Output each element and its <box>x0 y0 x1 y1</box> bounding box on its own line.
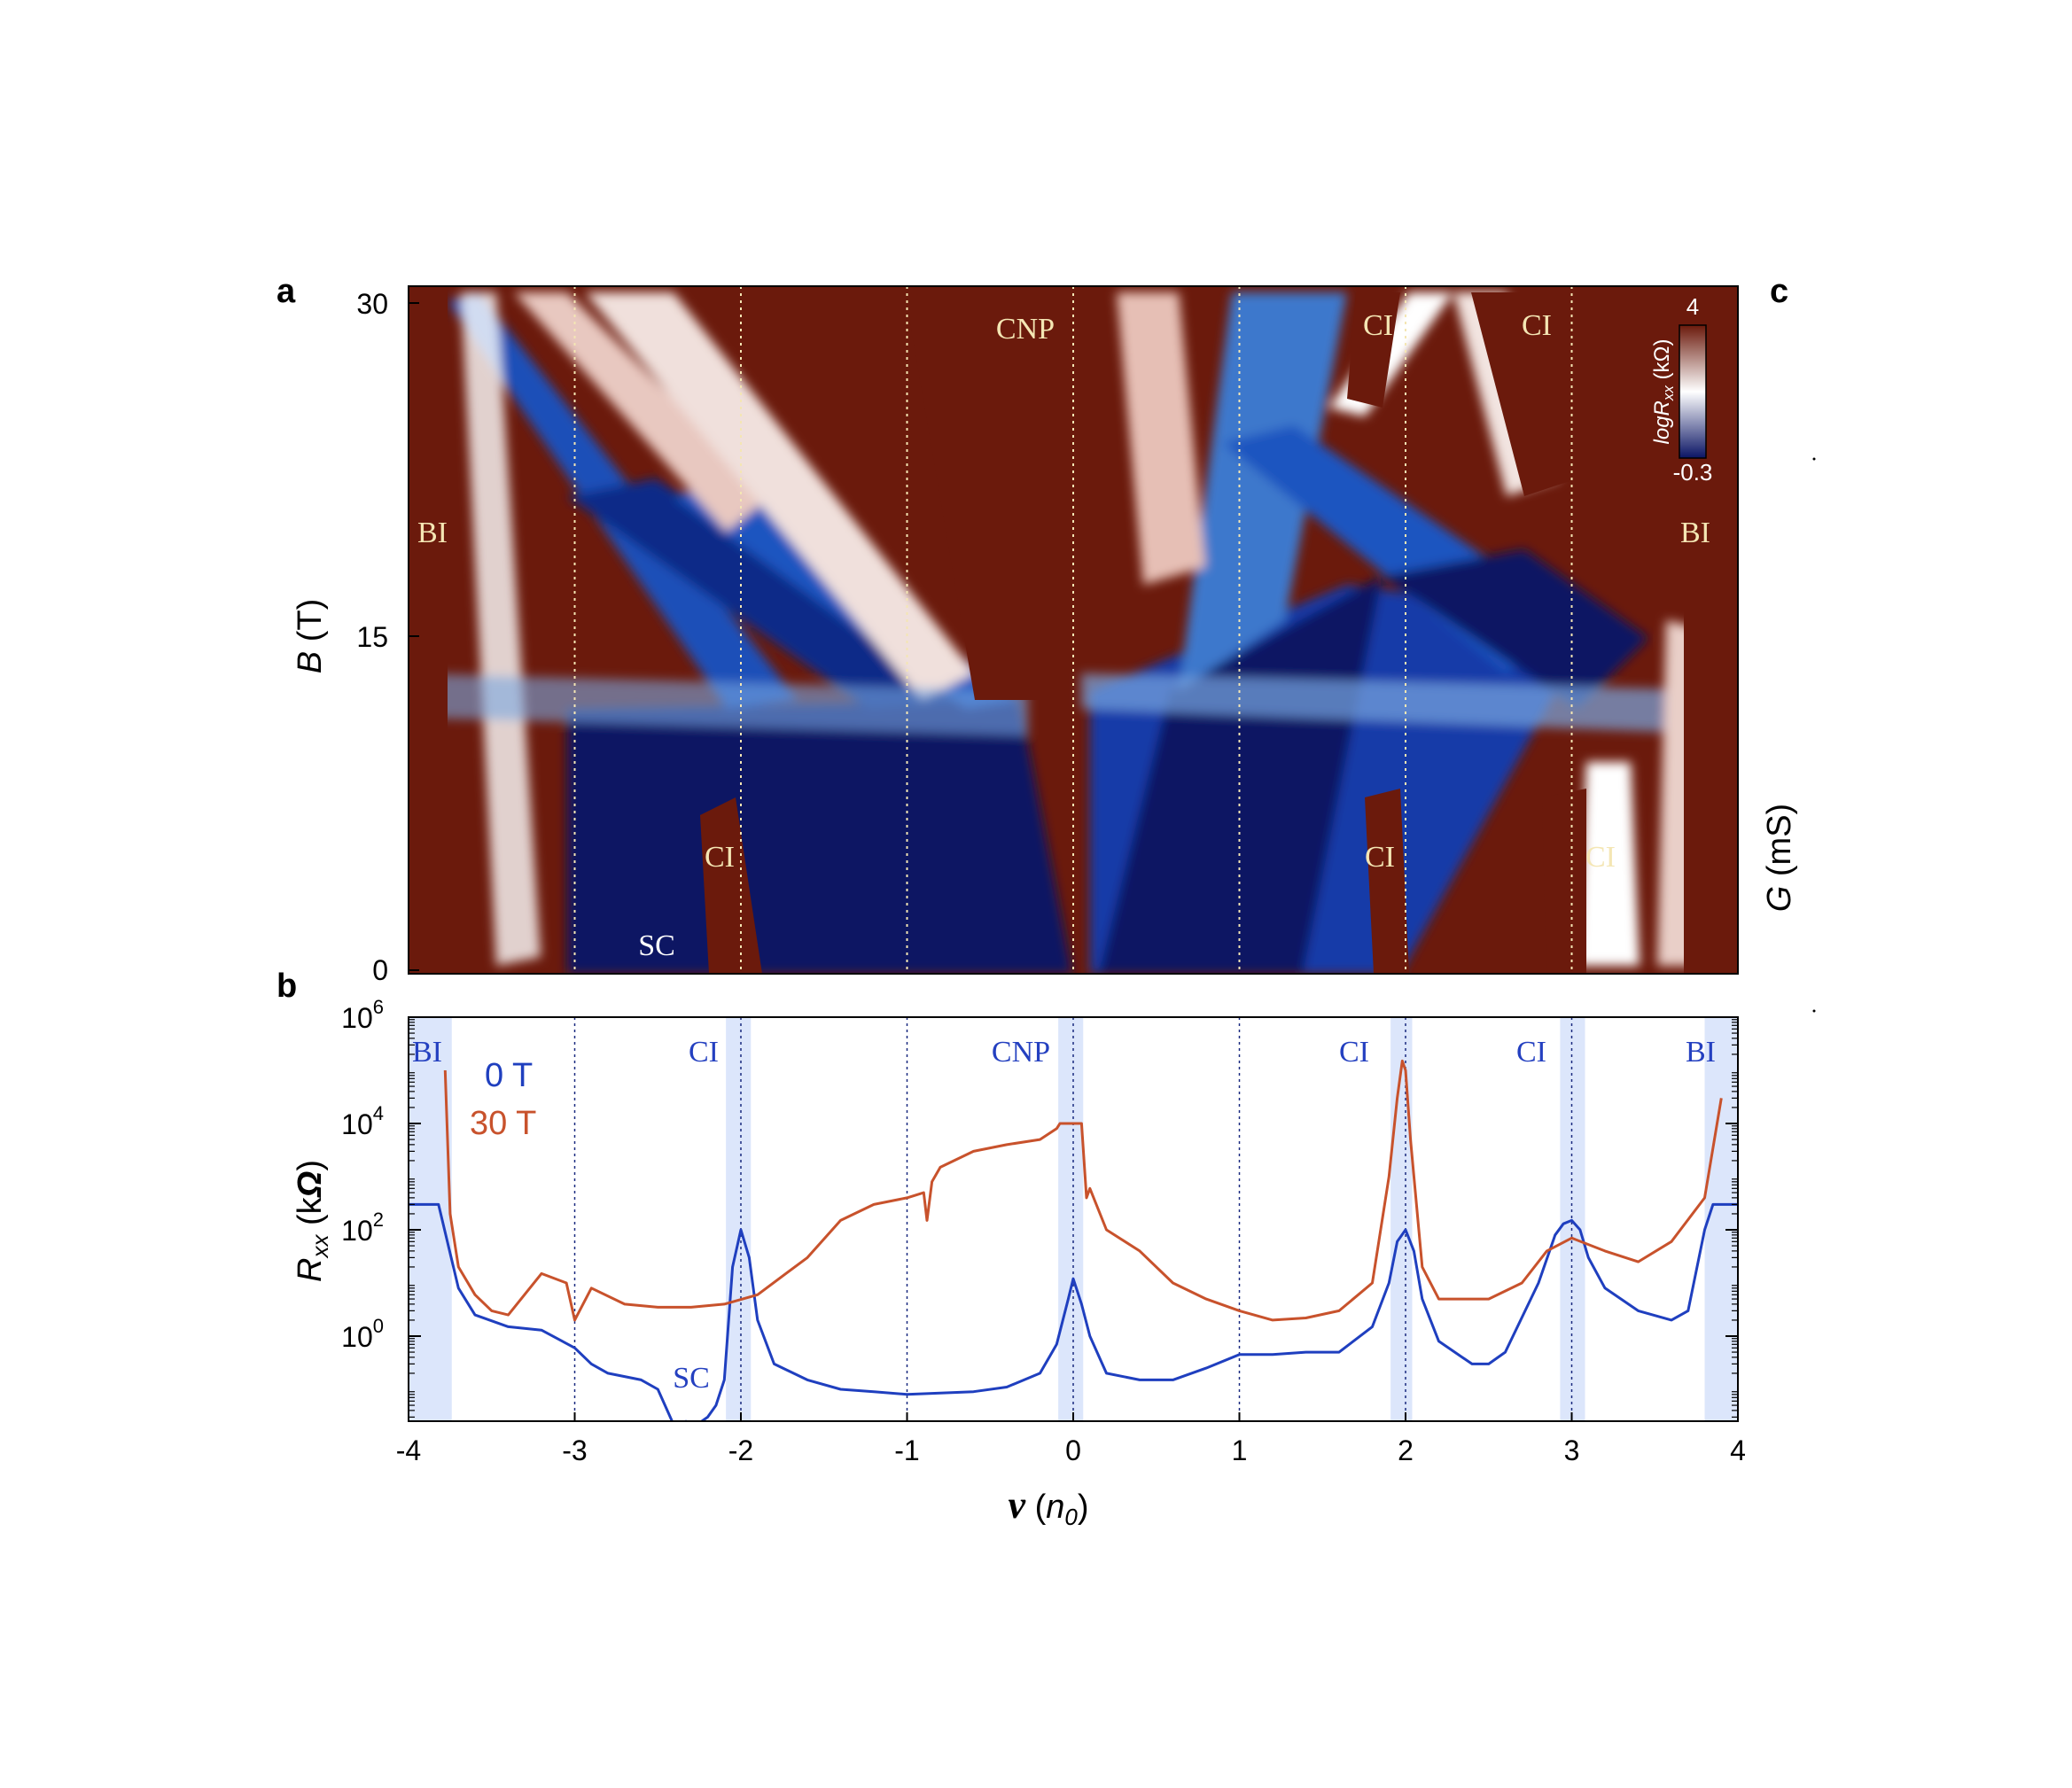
colorbar-min: -0.3 <box>1673 459 1713 486</box>
series-line-0t <box>409 1202 1738 1421</box>
xtick-label-5: 1 <box>1232 1434 1248 1466</box>
heatmap-annotation-ci-low-2: CI <box>1365 841 1395 874</box>
colorbar: 4 -0.3 logRxx (kΩ) <box>1650 293 1712 486</box>
panel-c-ylabel: G (mS) <box>1761 804 1798 912</box>
colorbar-gradient <box>1679 324 1707 459</box>
shaded-band-3 <box>1390 1017 1413 1421</box>
heatmap-annotation-ci-low-minus2: CI <box>705 841 735 874</box>
x-ticks: -4 -3 -2 -1 0 1 2 3 4 <box>396 1412 1746 1466</box>
heatmap-annotation-cnp: CNP <box>996 313 1055 346</box>
series-group <box>409 1059 1738 1421</box>
panel-c: G (mS) <box>1761 457 1816 1013</box>
legend-0T: 0 T <box>485 1057 533 1094</box>
xtick-label-4: 0 <box>1065 1434 1081 1466</box>
xtick-label-7: 3 <box>1564 1434 1580 1466</box>
ytick-label-0: 106 <box>341 996 384 1034</box>
series-line-30t <box>443 1059 1723 1322</box>
line-annotation-ci-minus2: CI <box>689 1036 719 1069</box>
line-annotation-sc: SC <box>673 1362 710 1395</box>
minor-ticks <box>409 1019 1738 1418</box>
heatmap-annotation-ci-low-3: CI <box>1585 841 1616 874</box>
ytick-label-1: 104 <box>341 1102 384 1140</box>
colorbar-label: logRxx (kΩ) <box>1650 339 1677 445</box>
xtick-label-6: 2 <box>1398 1434 1414 1466</box>
heatmap-frame <box>408 285 1739 975</box>
shaded-band-4 <box>1560 1017 1585 1421</box>
heatmap-annotation-bi-right: BI <box>1680 517 1710 549</box>
ytick-label-2: 102 <box>341 1209 384 1247</box>
line-chart-xlabel: ν (n0) <box>1008 1483 1088 1530</box>
xtick-label-1: -3 <box>562 1434 587 1466</box>
heatmap-guide-lines <box>573 286 1573 974</box>
heatmap-ytick-30: 30 <box>356 288 388 320</box>
ytick-label-3: 100 <box>341 1315 384 1353</box>
heatmap-annotation-ci-top-3: CI <box>1522 309 1552 342</box>
shaded-band-2 <box>1058 1017 1084 1421</box>
line-chart-ylabel: Rxx (kΩ) <box>292 1160 333 1282</box>
line-annotation-ci-2: CI <box>1339 1036 1369 1069</box>
line-annotation-bi-right: BI <box>1686 1036 1716 1069</box>
heatmap-annotation-bi-left: BI <box>417 517 448 549</box>
xtick-label-3: -1 <box>894 1434 919 1466</box>
heatmap-annotation-sc: SC <box>638 929 675 962</box>
panel-label-c: c <box>1770 273 1788 310</box>
shaded-bands <box>409 1017 1738 1421</box>
shaded-band-5 <box>1704 1017 1738 1421</box>
heatmap-ytick-0: 0 <box>372 954 388 986</box>
panel-c-dot-top <box>1812 457 1816 461</box>
line-annotation-bi-left: BI <box>412 1036 442 1069</box>
shaded-band-1 <box>726 1017 752 1421</box>
heatmap-ytick-15: 15 <box>356 621 388 653</box>
line-annotation-cnp: CNP <box>992 1036 1050 1069</box>
heatmap-ylabel: B (T) <box>292 599 329 673</box>
line-annotation-ci-3: CI <box>1516 1036 1546 1069</box>
y-ticks: 106 104 102 100 <box>341 996 1738 1353</box>
heatmap-image <box>409 286 1738 974</box>
xtick-label-2: -2 <box>728 1434 753 1466</box>
heatmap-panel: 30 15 0 B (T) BI CNP CI CI BI SC CI CI C… <box>292 285 1739 986</box>
heatmap-annotation-ci-top-2: CI <box>1363 309 1393 342</box>
legend-30T: 30 T <box>470 1105 536 1142</box>
xtick-label-8: 4 <box>1730 1434 1746 1466</box>
xtick-label-0: -4 <box>396 1434 421 1466</box>
line-chart-panel: -4 -3 -2 -1 0 1 2 3 4 106 104 102 100 ν (n0) Rxx (k… <box>292 996 1746 1530</box>
panel-label-b: b <box>277 968 297 1005</box>
colorbar-max: 4 <box>1686 293 1699 320</box>
panel-c-dot-bottom <box>1812 1009 1816 1013</box>
panel-label-a: a <box>277 273 296 310</box>
